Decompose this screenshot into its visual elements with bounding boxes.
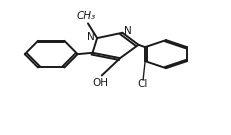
Text: Cl: Cl (138, 79, 148, 89)
Text: CH₃: CH₃ (76, 11, 95, 21)
Text: N: N (124, 26, 132, 36)
Text: OH: OH (93, 78, 109, 88)
Text: N: N (87, 32, 94, 42)
